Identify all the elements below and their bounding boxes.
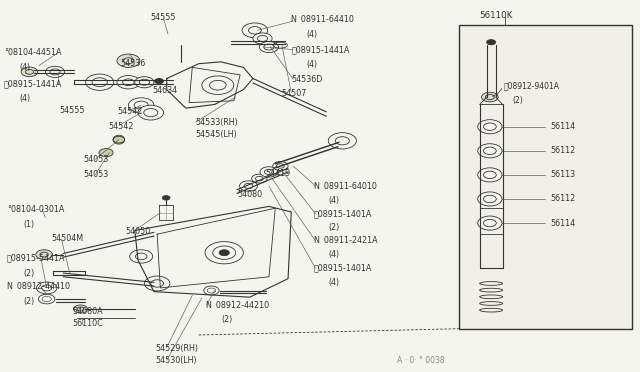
Text: (2): (2) [328,223,340,232]
Circle shape [135,77,154,88]
Text: 54542: 54542 [118,108,143,116]
Text: (4): (4) [20,63,31,72]
Text: 54419: 54419 [266,169,291,177]
Circle shape [273,161,288,170]
Text: (2): (2) [221,315,232,324]
Circle shape [481,92,498,102]
Text: N 08911-64410: N 08911-64410 [291,16,354,25]
Text: ⓜ08915-5441A: ⓜ08915-5441A [7,254,65,263]
Circle shape [117,76,140,89]
Circle shape [45,66,65,77]
Circle shape [86,74,114,90]
Text: 56110K: 56110K [479,11,513,20]
Text: 54536: 54536 [121,59,146,68]
Circle shape [477,216,502,230]
Circle shape [477,144,502,158]
Text: 56110C: 56110C [72,320,103,328]
Text: ⓝ08912-9401A: ⓝ08912-9401A [504,81,560,90]
Text: (4): (4) [20,94,31,103]
Text: (2): (2) [23,297,35,306]
Circle shape [252,174,267,183]
Circle shape [259,41,278,52]
Text: (1): (1) [23,220,34,229]
Text: N 08911-2421A: N 08911-2421A [314,236,377,246]
Text: 54080: 54080 [237,190,262,199]
Text: 54555: 54555 [60,106,85,115]
Text: 54545(LH): 54545(LH) [195,130,237,140]
Text: 54529(RH): 54529(RH) [156,344,198,353]
Text: 54542: 54542 [108,122,133,131]
Circle shape [129,98,154,113]
Circle shape [21,67,38,77]
Circle shape [138,105,164,120]
Ellipse shape [113,135,125,144]
Text: A · 0· ° 0038: A · 0· ° 0038 [397,356,444,365]
Circle shape [36,250,52,259]
Text: 56112: 56112 [550,195,575,203]
Circle shape [117,54,140,67]
Text: 54507: 54507 [282,89,307,98]
Circle shape [36,282,57,294]
Circle shape [74,305,88,313]
Text: 54053: 54053 [84,155,109,164]
Circle shape [163,196,170,200]
Text: N 08912-44210: N 08912-44210 [206,301,269,310]
Text: 54504M: 54504M [52,234,84,244]
Circle shape [202,76,234,94]
Text: 56114: 56114 [550,219,575,228]
Text: 54080A: 54080A [72,307,103,316]
Text: (4): (4) [328,278,339,287]
Circle shape [242,23,268,38]
Text: ⓜ08915-1441A: ⓜ08915-1441A [4,80,62,89]
Circle shape [99,148,113,157]
Circle shape [205,241,243,264]
Text: 54634: 54634 [153,86,178,95]
Text: (2): (2) [512,96,523,105]
Text: 54530(LH): 54530(LH) [156,356,197,365]
Text: (4): (4) [306,60,317,69]
Text: N 08911-64010: N 08911-64010 [314,182,376,190]
Text: N 08912-44410: N 08912-44410 [7,282,70,291]
Circle shape [239,181,257,191]
Circle shape [477,192,502,206]
Text: ⓜ08915-1401A: ⓜ08915-1401A [314,209,372,218]
Circle shape [219,250,229,256]
Text: 54050: 54050 [126,227,151,236]
Text: 54536D: 54536D [291,75,323,84]
Circle shape [486,39,495,45]
Bar [460,25,632,329]
Circle shape [260,167,278,177]
Circle shape [145,276,170,291]
Text: 54555: 54555 [151,13,176,22]
Text: 56113: 56113 [550,170,575,179]
Text: 54533(RH): 54533(RH) [195,118,238,127]
Text: °08104-4451A: °08104-4451A [4,48,61,57]
Circle shape [155,78,164,84]
Text: 56112: 56112 [550,146,575,155]
Text: (4): (4) [328,250,339,259]
Circle shape [477,120,502,134]
Text: ⓜ08915-1441A: ⓜ08915-1441A [291,45,349,54]
Text: ⓜ08915-1401A: ⓜ08915-1401A [314,264,372,273]
Text: 54053: 54053 [84,170,109,179]
Circle shape [253,33,272,44]
Circle shape [328,133,356,149]
Text: (2): (2) [23,269,35,278]
Text: (4): (4) [306,30,317,39]
Text: °08104-0301A: °08104-0301A [7,205,65,214]
Circle shape [477,168,502,182]
Text: 56114: 56114 [550,122,575,131]
Text: (4): (4) [328,196,339,205]
Circle shape [130,250,153,263]
